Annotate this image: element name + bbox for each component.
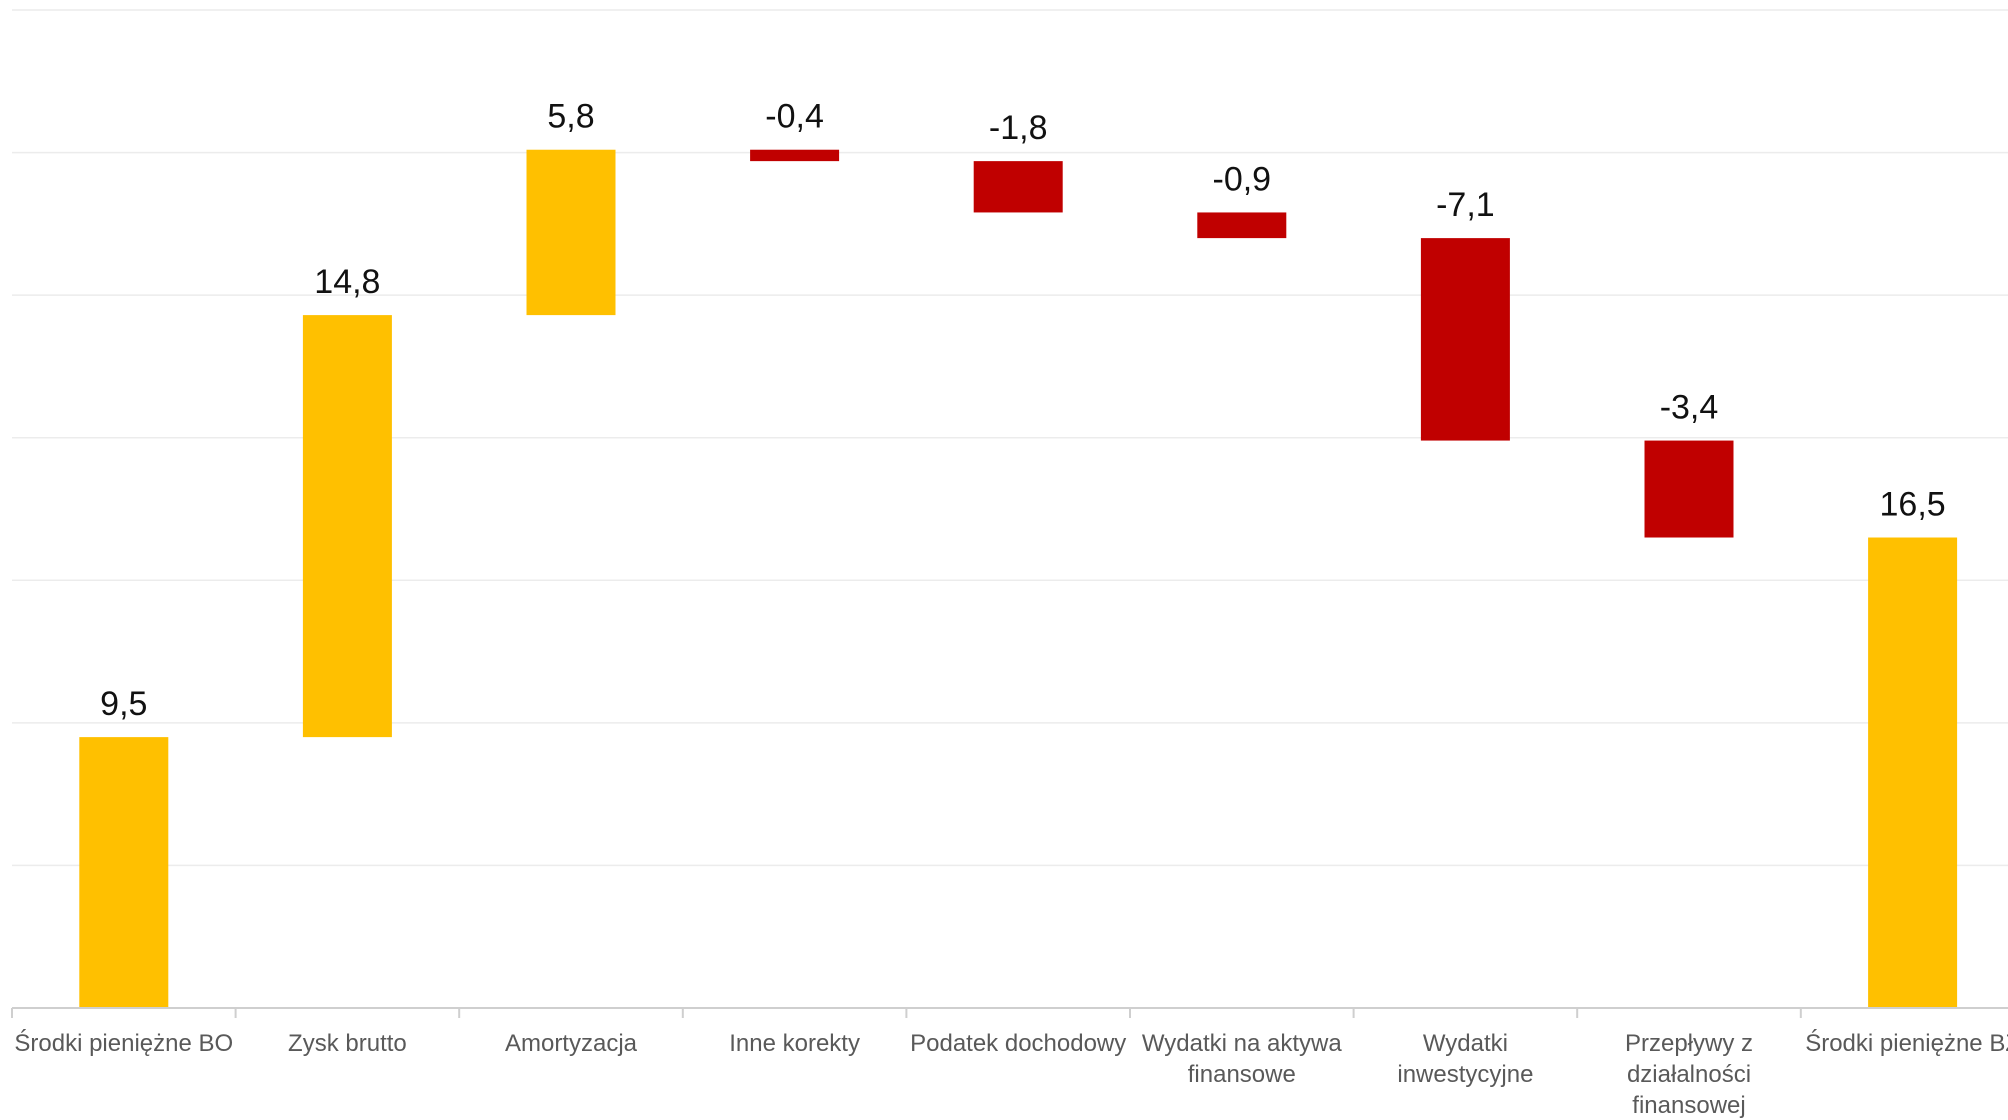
value-label-5: -0,9 <box>1213 160 1272 198</box>
value-labels: 9,5 14,8 5,8 -0,4 -1,8 -0,9 -7,1 -3,4 16,5 <box>100 98 1946 723</box>
value-label-7: -3,4 <box>1660 389 1719 427</box>
category-label-3-line-0: Inne korekty <box>729 1030 860 1057</box>
category-label-7-line-0: Przepływy z <box>1625 1030 1753 1057</box>
value-label-3: -0,4 <box>765 98 824 136</box>
value-label-0: 9,5 <box>100 685 147 723</box>
value-label-1: 14,8 <box>314 263 380 301</box>
category-label-8: Środki pieniężne BZ <box>1805 1029 2008 1057</box>
value-label-6: -7,1 <box>1436 186 1495 224</box>
category-label-7-line-1: działalności <box>1627 1061 1751 1088</box>
category-label-7: Przepływy z działalności finansowej <box>1625 1030 1753 1119</box>
bar-5 <box>1197 212 1287 239</box>
category-label-6-line-1: inwestycyjne <box>1397 1061 1533 1088</box>
category-label-5-line-0: Wydatki na aktywa <box>1142 1030 1343 1057</box>
bar-3 <box>750 149 840 162</box>
category-label-4-line-0: Podatek dochodowy <box>910 1030 1126 1057</box>
category-label-7-line-2: finansowej <box>1632 1092 1745 1119</box>
category-label-8-line-0: Środki pieniężne BZ <box>1805 1029 2008 1057</box>
category-label-2: Amortyzacja <box>505 1030 638 1057</box>
category-label-2-line-0: Amortyzacja <box>505 1030 638 1057</box>
category-label-0: Środki pieniężne BO <box>14 1029 233 1057</box>
bar-1 <box>302 315 392 738</box>
category-label-1-line-0: Zysk brutto <box>288 1030 407 1057</box>
category-label-3: Inne korekty <box>729 1030 860 1057</box>
category-label-4: Podatek dochodowy <box>910 1030 1126 1057</box>
category-label-5-line-1: finansowe <box>1188 1061 1296 1088</box>
value-label-4: -1,8 <box>989 109 1048 147</box>
bar-2 <box>526 149 616 316</box>
bar-4 <box>973 161 1063 213</box>
category-label-0-line-0: Środki pieniężne BO <box>14 1029 233 1057</box>
category-label-1: Zysk brutto <box>288 1030 407 1057</box>
bar-0 <box>79 737 169 1008</box>
bars <box>79 149 1958 1008</box>
value-label-8: 16,5 <box>1880 486 1946 524</box>
category-label-6-line-0: Wydatki <box>1423 1030 1508 1057</box>
x-axis: Środki pieniężne BO Zysk brutto Amortyzacj… <box>11 1007 2008 1119</box>
bar-8 <box>1868 537 1958 1008</box>
value-label-2: 5,8 <box>547 98 594 136</box>
category-label-6: Wydatki inwestycyjne <box>1397 1030 1533 1088</box>
bar-7 <box>1644 440 1734 538</box>
bar-6 <box>1420 238 1510 441</box>
category-label-5: Wydatki na aktywa finansowe <box>1142 1030 1343 1088</box>
